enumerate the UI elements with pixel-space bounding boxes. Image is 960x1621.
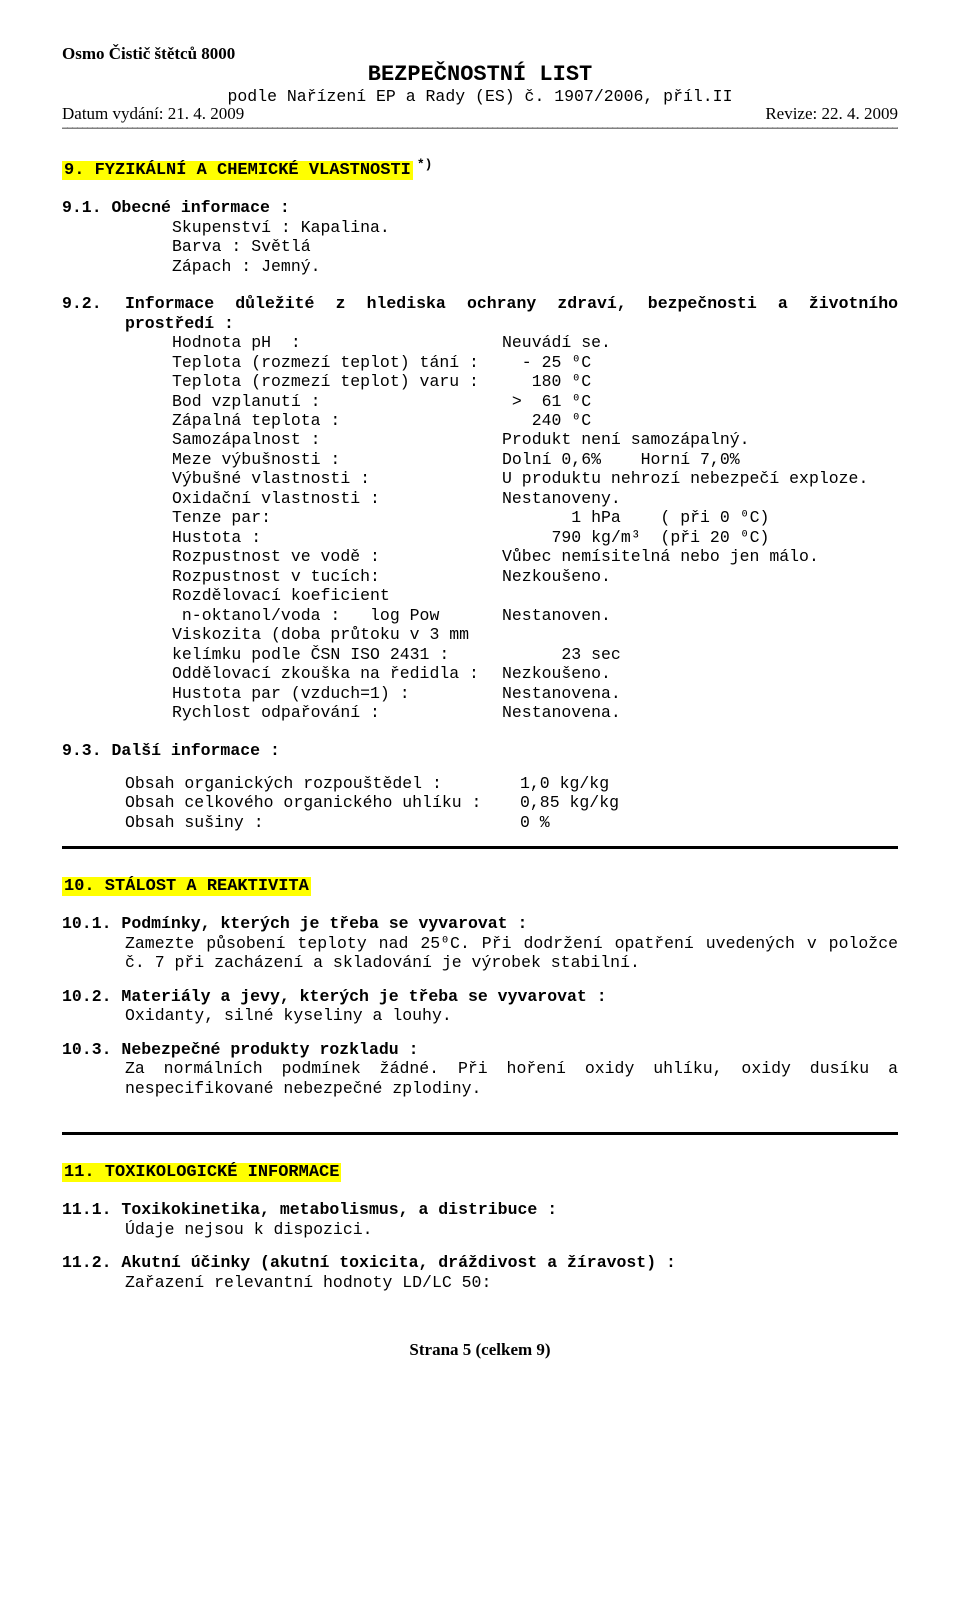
sec-9-2-rows: Hodnota pH :Neuvádí se. Teplota (rozmezí… [62,333,898,722]
kv-val: 23 sec [502,645,621,664]
product-name: Osmo Čistič štětců 8000 [62,44,898,64]
kv-key: Obsah sušiny : [125,813,520,832]
kv-val: Nestanoven. [502,606,611,625]
section-9-2: 9.2. Informace důležité z hlediska ochra… [62,294,898,722]
kv-key: Výbušné vlastnosti : [172,469,502,488]
kv-val: - 25 ⁰C [502,353,591,372]
kv-key: kelímku podle ČSN ISO 2431 : [172,645,502,664]
kv-val: 0 % [520,813,550,832]
kv-val: 180 ⁰C [502,372,591,391]
sec-9-3-title: Další informace : [112,741,280,760]
kv-val: 1 hPa ( při 0 ⁰C) [502,508,769,527]
sec-10-3-num: 10.3. [62,1040,112,1059]
kv-key: Teplota (rozmezí teplot) tání : [172,353,502,372]
section-11: 11. TOXIKOLOGICKÉ INFORMACE 11.1. Toxiko… [62,1163,898,1292]
date-issued: Datum vydání: 21. 4. 2009 [62,104,244,124]
kv-key: Viskozita (doba průtoku v 3 mm [172,625,502,644]
kv-key: Tenze par: [172,508,502,527]
sec-9-2-num: 9.2. [62,294,125,333]
page-footer: Strana 5 (celkem 9) [62,1340,898,1360]
section-divider [62,846,898,849]
sec-10-1-num: 10.1. [62,914,112,933]
section-10-heading: 10. STÁLOST A REAKTIVITA [62,877,311,896]
sec-10-1-title: Podmínky, kterých je třeba se vyvarovat … [121,914,527,933]
kv-key: Rozpustnost ve vodě : [172,547,502,566]
sec-9-2-title: Informace důležité z hlediska ochrany zd… [125,294,898,333]
sec-11-2-num: 11.2. [62,1253,112,1272]
section-9-heading: 9. FYZIKÁLNÍ A CHEMICKÉ VLASTNOSTI [62,161,413,180]
kv-key: Bod vzplanutí : [172,392,502,411]
kv-val: Nestanovena. [502,684,621,703]
sec-11-2-body: Zařazení relevantní hodnoty LD/LC 50: [62,1273,898,1292]
sec-11-1-num: 11.1. [62,1200,112,1219]
kv-val: Neuvádí se. [502,333,611,352]
document-page: Osmo Čistič štětců 8000 BEZPEČNOSTNÍ LIS… [0,0,960,1400]
kv-key: Hodnota pH : [172,333,502,352]
section-9-3: 9.3. Další informace : Obsah organických… [62,741,898,833]
section-9-sup: *) [417,157,433,172]
section-9-1: 9.1. Obecné informace : Skupenství : Kap… [62,198,898,276]
kv-val: Nestanoveny. [502,489,621,508]
kv-key: Meze výbušnosti : [172,450,502,469]
sec-11-1-body: Údaje nejsou k dispozici. [62,1220,898,1239]
kv-row: Skupenství : Kapalina. [172,218,898,237]
kv-key: Oxidační vlastnosti : [172,489,502,508]
kv-key: Oddělovací zkouška na ředidla : [172,664,502,683]
kv-val: Dolní 0,6% Horní 7,0% [502,450,740,469]
kv-key: Zápalná teplota : [172,411,502,430]
sec-10-3-title: Nebezpečné produkty rozkladu : [121,1040,418,1059]
kv-key: Rozdělovací koeficient [172,586,502,605]
kv-val: 240 ⁰C [502,411,591,430]
doc-title: BEZPEČNOSTNÍ LIST [62,62,898,87]
sec-10-2-num: 10.2. [62,987,112,1006]
sec-10-3-body: Za normálních podmínek žádné. Při hoření… [62,1059,898,1098]
kv-val: Vůbec nemísitelná nebo jen málo. [502,547,819,566]
sec-9-3-num: 9.3. [62,741,102,760]
sec-11-2-title: Akutní účinky (akutní toxicita, dráždivo… [121,1253,676,1272]
kv-key: Teplota (rozmezí teplot) varu : [172,372,502,391]
kv-key: Obsah organických rozpouštědel : [125,774,520,793]
kv-val: Nezkoušeno. [502,664,611,683]
kv-val: Nestanovena. [502,703,621,722]
section-divider [62,1132,898,1135]
sec-10-2-body: Oxidanty, silné kyseliny a louhy. [62,1006,898,1025]
kv-key: Hustota : [172,528,502,547]
section-11-heading: 11. TOXIKOLOGICKÉ INFORMACE [62,1163,341,1182]
section-10: 10. STÁLOST A REAKTIVITA 10.1. Podmínky,… [62,877,898,1135]
sec-9-1-rows: Skupenství : Kapalina. Barva : Světlá Zá… [62,218,898,276]
kv-val: Nezkoušeno. [502,567,611,586]
revision-date: Revize: 22. 4. 2009 [765,104,898,124]
kv-row: Barva : Světlá [172,237,898,256]
sec-9-1-num: 9.1. [62,198,102,217]
sec-10-1-body: Zamezte působení teploty nad 25⁰C. Při d… [62,934,898,973]
kv-val: U produktu nehrozí nebezpečí exploze. [502,469,868,488]
kv-key: Obsah celkového organického uhlíku : [125,793,520,812]
sec-9-3-rows: Obsah organických rozpouštědel :1,0 kg/k… [62,774,898,832]
sec-9-1-title: Obecné informace : [112,198,290,217]
kv-row: Zápach : Jemný. [172,257,898,276]
section-9: 9. FYZIKÁLNÍ A CHEMICKÉ VLASTNOSTI *) 9.… [62,157,898,849]
kv-key: Samozápalnost : [172,430,502,449]
doc-header: Osmo Čistič štětců 8000 BEZPEČNOSTNÍ LIS… [62,44,898,129]
kv-key: Rychlost odpařování : [172,703,502,722]
kv-key: Hustota par (vzduch=1) : [172,684,502,703]
kv-val: 790 kg/m³ (při 20 ⁰C) [502,528,769,547]
kv-key: n-oktanol/voda : log Pow [172,606,502,625]
kv-val: > 61 ⁰C [502,392,591,411]
kv-val: 1,0 kg/kg [520,774,609,793]
kv-key: Rozpustnost v tucích: [172,567,502,586]
kv-val: Produkt není samozápalný. [502,430,750,449]
header-divider: ════════════════════════════════════════… [62,125,898,129]
sec-10-2-title: Materiály a jevy, kterých je třeba se vy… [121,987,606,1006]
sec-11-1-title: Toxikokinetika, metabolismus, a distribu… [121,1200,557,1219]
kv-val: 0,85 kg/kg [520,793,619,812]
